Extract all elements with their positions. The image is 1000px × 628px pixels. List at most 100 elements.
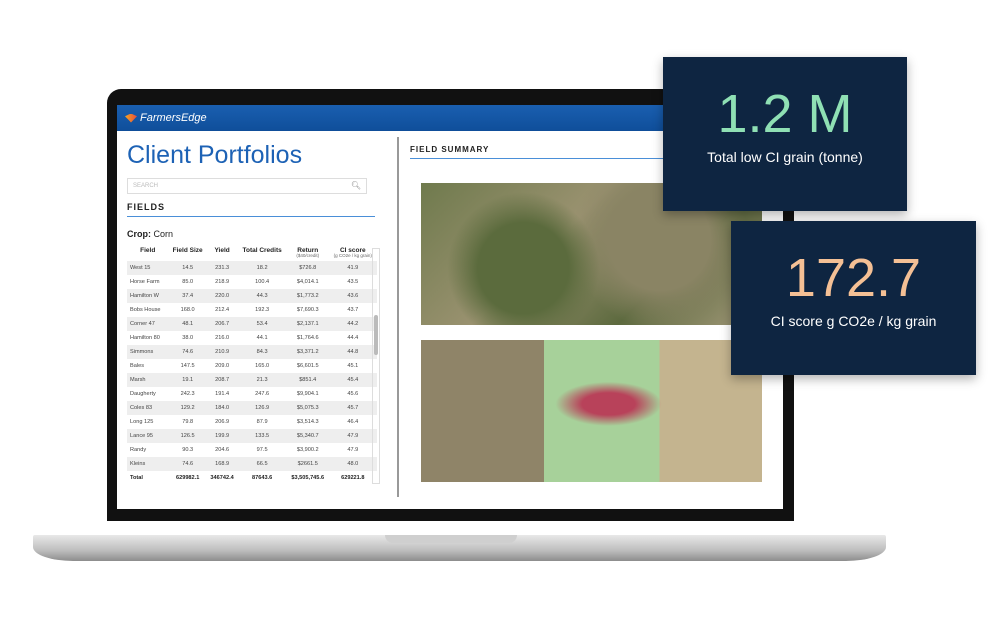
table-cell: 206.9 xyxy=(215,419,230,426)
table-cell: $2,137.1 xyxy=(286,317,329,332)
table-cell: Marsh xyxy=(127,373,169,388)
stat-label: CI score g CO2e / kg grain xyxy=(770,313,937,329)
total-row[interactable]: Total 629982.1 346742.4 87643.6 $3,505,745.6… xyxy=(127,471,377,485)
table-row[interactable]: Bobs House 168.0 212.4 192.3 $7,690.3 43.7 xyxy=(127,303,377,317)
table-cell: Kleins xyxy=(127,457,169,472)
table-cell: $3,900.2 xyxy=(296,447,319,454)
table-cell: 48.1 xyxy=(168,317,207,332)
table-cell: 41.9 xyxy=(328,261,377,276)
table-cell: 216.0 xyxy=(215,335,230,342)
table-cell: 168.9 xyxy=(206,457,238,472)
field-map-zones[interactable] xyxy=(421,340,762,482)
table-cell: 45.1 xyxy=(347,363,359,370)
table-cell: 231.3 xyxy=(206,261,238,276)
table-row[interactable]: Hamilton 80 38.0 216.0 44.1 $1,764.6 44.4 xyxy=(127,331,377,345)
stat-card-low-ci-grain: 1.2 M Total low CI grain (tonne) xyxy=(663,57,907,211)
search-placeholder: SEARCH xyxy=(133,183,159,189)
table-cell: $3,505,745.6 xyxy=(291,475,325,482)
table-cell: Randy xyxy=(130,447,147,454)
page-title: Client Portfolios xyxy=(127,141,303,169)
table-cell: 192.3 xyxy=(255,307,270,314)
column-header[interactable]: Field xyxy=(127,245,168,261)
table-cell: 126.9 xyxy=(237,401,287,416)
table-row[interactable]: Horse Farm 85.0 218.9 100.4 $4,014.1 43.5 xyxy=(127,275,377,289)
table-cell: 133.5 xyxy=(237,429,287,444)
table-cell: 126.5 xyxy=(168,429,207,444)
column-header[interactable]: Return ($40/credit) xyxy=(287,245,329,261)
table-cell: $5,340.7 xyxy=(286,429,329,444)
table-cell: 629221.8 xyxy=(341,475,365,482)
column-sublabel: (g CO2e / kg grain) xyxy=(333,253,372,259)
stat-value: 172.7 xyxy=(785,248,922,308)
table-cell: 247.6 xyxy=(255,391,270,398)
scrollbar-thumb[interactable] xyxy=(374,315,378,355)
table-cell: Hamilton W xyxy=(127,289,169,304)
table-cell: 100.4 xyxy=(255,279,270,286)
table-cell: 37.4 xyxy=(168,289,207,304)
logo-icon xyxy=(125,113,137,123)
table-cell: $2661.5 xyxy=(286,457,329,472)
column-header[interactable]: Yield xyxy=(207,245,237,261)
table-row[interactable]: Bales 147.5 209.0 165.0 $6,601.5 45.1 xyxy=(127,359,377,373)
crop-filter: Crop: Corn xyxy=(127,229,377,239)
table-cell: 47.9 xyxy=(347,447,359,454)
table-row[interactable]: Daugherty 242.3 191.4 247.6 $9,904.1 45.6 xyxy=(127,387,377,401)
table-cell: 206.7 xyxy=(206,317,238,332)
table-row[interactable]: Hamilton W 37.4 220.0 44.3 $1,773.2 43.6 xyxy=(127,289,377,304)
column-label: Yield xyxy=(214,247,230,254)
column-header[interactable]: Total Credits xyxy=(237,245,287,261)
table-scrollbar[interactable] xyxy=(372,248,380,484)
table-cell: 84.3 xyxy=(237,345,287,360)
table-cell: $726.8 xyxy=(286,261,329,276)
table-row[interactable]: Randy 90.3 204.6 97.5 $3,900.2 47.9 xyxy=(127,443,377,457)
table-cell: Daugherty xyxy=(130,391,156,398)
table-row[interactable]: Kleins 74.6 168.9 66.5 $2661.5 48.0 xyxy=(127,457,377,472)
column-header[interactable]: Field Size xyxy=(168,245,206,261)
table-cell: 79.8 xyxy=(182,419,194,426)
table-cell: 199.9 xyxy=(206,429,238,444)
table-cell: 66.5 xyxy=(237,457,287,472)
table-cell: Lance 95 xyxy=(127,429,169,444)
table-row[interactable]: Corner 47 48.1 206.7 53.4 $2,137.1 44.2 xyxy=(127,317,377,332)
table-cell: $851.4 xyxy=(286,373,329,388)
table-row[interactable]: Simmons 74.6 210.9 84.3 $3,371.2 44.8 xyxy=(127,345,377,360)
table-cell: $9,904.1 xyxy=(296,391,319,398)
table-cell: 218.9 xyxy=(215,279,230,286)
laptop-notch xyxy=(385,535,517,543)
table-cell: $5,075.3 xyxy=(286,401,329,416)
table-cell: 165.0 xyxy=(255,363,270,370)
table-cell: 48.0 xyxy=(328,457,377,472)
search-icon[interactable]: 🔍︎ xyxy=(350,181,361,190)
table-row[interactable]: Coles 83 129.2 184.0 126.9 $5,075.3 45.7 xyxy=(127,401,377,416)
table-row[interactable]: Lance 95 126.5 199.9 133.5 $5,340.7 47.9 xyxy=(127,429,377,444)
column-label: Field xyxy=(140,247,156,254)
crop-label: Crop: xyxy=(127,229,151,239)
table-cell: 129.2 xyxy=(168,401,207,416)
table-cell: 87643.6 xyxy=(252,475,273,482)
table-row[interactable]: Marsh 19.1 208.7 21.3 $851.4 45.4 xyxy=(127,373,377,388)
stat-card-ci-score: 172.7 CI score g CO2e / kg grain xyxy=(731,221,976,375)
table-cell: 184.0 xyxy=(206,401,238,416)
table-row[interactable]: West 15 14.5 231.3 18.2 $726.8 41.9 xyxy=(127,261,377,276)
table-cell: 209.0 xyxy=(215,363,230,370)
table-cell: Simmons xyxy=(127,345,169,360)
table-cell: 45.6 xyxy=(347,391,359,398)
table-cell: 46.4 xyxy=(347,419,359,426)
table-row[interactable]: Long 125 79.8 206.9 87.9 $3,514.3 46.4 xyxy=(127,415,377,429)
table-cell: $6,601.5 xyxy=(296,363,319,370)
fields-table: Field Field Size Yield Total Credits Return(… xyxy=(127,245,377,485)
table-cell: 208.7 xyxy=(206,373,238,388)
brand-logo[interactable]: FarmersEdge xyxy=(125,112,207,124)
table-cell: 43.5 xyxy=(347,279,359,286)
table-cell: Bobs House xyxy=(130,307,161,314)
column-header[interactable]: CI score (g CO2e / kg grain) xyxy=(329,245,377,261)
table-cell: Horse Farm xyxy=(130,279,160,286)
search-input[interactable]: SEARCH 🔍︎ xyxy=(127,178,367,194)
column-label: Return xyxy=(297,247,319,254)
table-cell: 242.3 xyxy=(180,391,195,398)
panel-divider xyxy=(397,137,399,497)
table-cell: 44.4 xyxy=(347,335,359,342)
table-cell: 212.4 xyxy=(215,307,230,314)
table-cell: Coles 83 xyxy=(127,401,169,416)
table-cell: 191.4 xyxy=(215,391,230,398)
